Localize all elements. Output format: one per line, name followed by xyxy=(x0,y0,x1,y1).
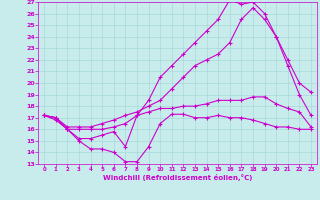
X-axis label: Windchill (Refroidissement éolien,°C): Windchill (Refroidissement éolien,°C) xyxy=(103,174,252,181)
